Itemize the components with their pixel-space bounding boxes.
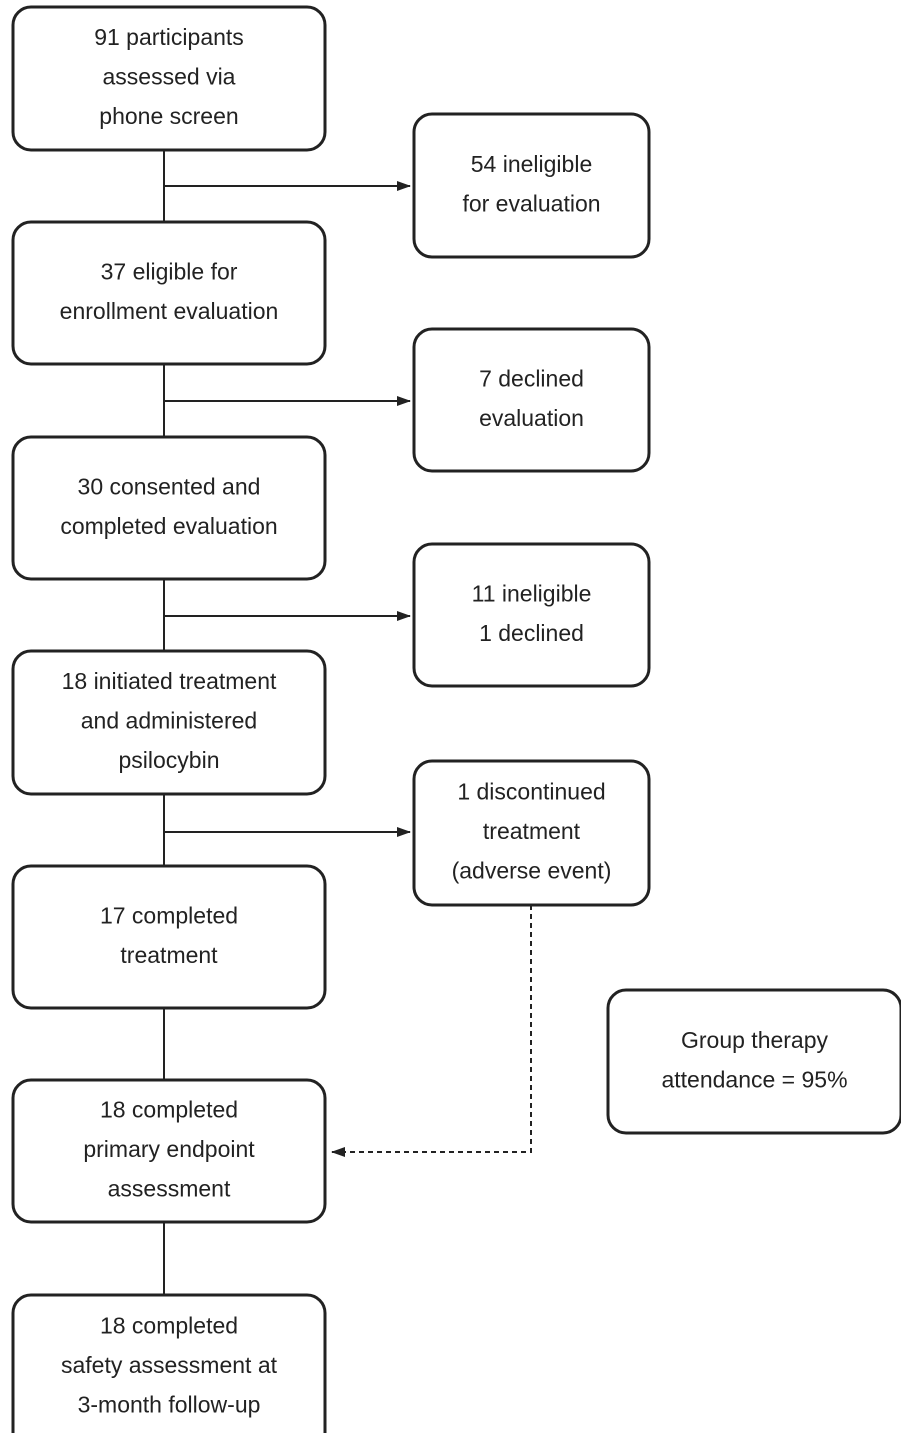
node-box [412,112,651,259]
node-box [412,542,651,688]
node-text: enrollment evaluation [60,298,279,324]
node-box [11,864,327,1010]
node-text: treatment [120,942,218,968]
node-text: completed evaluation [60,513,277,539]
node-text: 1 declined [479,620,584,646]
node-text: 18 completed [100,1097,238,1123]
node-text: attendance = 95% [661,1066,847,1092]
node-text: 30 consented and [78,473,261,499]
node-text: (adverse event) [452,858,612,884]
node-text: evaluation [479,405,584,431]
node-box [606,988,901,1135]
node-box [11,5,327,152]
node-text: 17 completed [100,902,238,928]
node-text: 1 discontinued [457,779,605,805]
node-text: 7 declined [479,365,584,391]
node-box [11,435,327,581]
node-box [11,220,327,366]
node-text: phone screen [99,103,238,129]
node-text: 18 completed [100,1313,238,1339]
node-text: primary endpoint [83,1136,255,1162]
node-text: 11 ineligible [472,580,592,606]
node-text: and administered [81,708,257,734]
node-text: 18 initiated treatment [62,668,277,694]
node-text: 3-month follow-up [78,1392,261,1418]
node-text: assessment [108,1176,231,1202]
node-text: safety assessment at [61,1352,278,1378]
node-text: assessed via [103,64,236,90]
node-text: Group therapy [681,1027,829,1053]
node-text: 54 ineligible [471,151,592,177]
node-box [412,327,651,473]
connectors [163,150,532,1295]
node-text: psilocybin [119,747,220,773]
node-text: treatment [483,818,581,844]
node-text: 37 eligible for [101,258,238,284]
node-box [412,759,651,907]
node-box [11,1293,327,1433]
dashed-arrow [331,905,532,1157]
node-text: for evaluation [462,190,600,216]
node-box [11,1078,327,1224]
node-text: 91 participants [94,24,244,50]
node-box [11,649,327,796]
